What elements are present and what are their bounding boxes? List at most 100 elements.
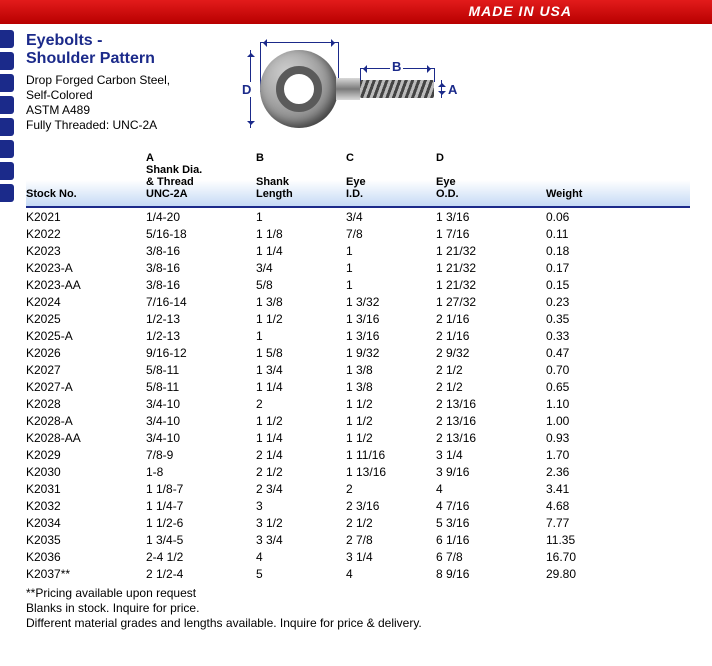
cell-b: 1 xyxy=(256,210,346,224)
cell-b: 5 xyxy=(256,567,346,581)
cell-w: 0.18 xyxy=(546,244,636,258)
th-C: C Eye I.D. xyxy=(346,152,436,200)
table-row: K2027-A5/8-111 1/41 3/82 1/20.65 xyxy=(26,378,690,395)
cell-stock: K2022 xyxy=(26,227,146,241)
table-row: K20297/8-92 1/41 11/163 1/41.70 xyxy=(26,446,690,463)
spec-l2: Self-Colored xyxy=(26,88,226,103)
cell-c: 1 xyxy=(346,261,436,275)
cell-a: 1 1/4-7 xyxy=(146,499,256,513)
cell-c: 1 3/32 xyxy=(346,295,436,309)
cell-c: 7/8 xyxy=(346,227,436,241)
cell-d: 2 1/2 xyxy=(436,380,546,394)
cell-a: 3/8-16 xyxy=(146,278,256,292)
footnote-2: Blanks in stock. Inquire for price. xyxy=(26,601,690,616)
cell-stock: K2031 xyxy=(26,482,146,496)
top-banner: MADE IN USA xyxy=(0,0,712,24)
cell-b: 1 1/4 xyxy=(256,244,346,258)
spec-l4: Fully Threaded: UNC-2A xyxy=(26,118,226,133)
table-header: Stock No. A Shank Dia. & Thread UNC-2A B… xyxy=(26,148,690,208)
cell-stock: K2026 xyxy=(26,346,146,360)
cell-a: 5/8-11 xyxy=(146,380,256,394)
cell-a: 7/8-9 xyxy=(146,448,256,462)
cell-w: 2.36 xyxy=(546,465,636,479)
table-row: K20211/4-2013/41 3/160.06 xyxy=(26,208,690,225)
cell-a: 3/8-16 xyxy=(146,261,256,275)
spec-l1: Drop Forged Carbon Steel, xyxy=(26,73,226,88)
cell-c: 1 xyxy=(346,244,436,258)
cell-a: 5/16-18 xyxy=(146,227,256,241)
cell-a: 1 1/2-6 xyxy=(146,516,256,530)
eye-inner-icon xyxy=(276,66,322,112)
dim-A: A xyxy=(446,82,459,97)
cell-c: 1 3/16 xyxy=(346,312,436,326)
cell-c: 1 xyxy=(346,278,436,292)
cell-d: 8 9/16 xyxy=(436,567,546,581)
cell-a: 3/4-10 xyxy=(146,414,256,428)
table-row: K2023-AA3/8-165/811 21/320.15 xyxy=(26,276,690,293)
table-body: K20211/4-2013/41 3/160.06K20225/16-181 1… xyxy=(26,208,690,582)
footnotes: **Pricing available upon request Blanks … xyxy=(26,586,690,631)
cell-a: 1-8 xyxy=(146,465,256,479)
cell-b: 1 3/4 xyxy=(256,363,346,377)
cell-b: 2 3/4 xyxy=(256,482,346,496)
cell-a: 1/2-13 xyxy=(146,312,256,326)
cell-d: 3 9/16 xyxy=(436,465,546,479)
cell-w: 11.35 xyxy=(546,533,636,547)
cell-stock: K2028 xyxy=(26,397,146,411)
table-row: K20233/8-161 1/411 21/320.18 xyxy=(26,242,690,259)
cell-c: 3/4 xyxy=(346,210,436,224)
cell-stock: K2037** xyxy=(26,567,146,581)
cell-b: 1 xyxy=(256,329,346,343)
cell-w: 0.65 xyxy=(546,380,636,394)
cell-d: 4 xyxy=(436,482,546,496)
spec-lines: Drop Forged Carbon Steel, Self-Colored A… xyxy=(26,73,226,133)
table-row: K2025-A1/2-1311 3/162 1/160.33 xyxy=(26,327,690,344)
cell-d: 2 9/32 xyxy=(436,346,546,360)
cell-d: 2 13/16 xyxy=(436,414,546,428)
th-stock: Stock No. xyxy=(26,152,146,200)
table-row: K20283/4-1021 1/22 13/161.10 xyxy=(26,395,690,412)
cell-c: 2 1/2 xyxy=(346,516,436,530)
cell-a: 2-4 1/2 xyxy=(146,550,256,564)
cell-c: 1 3/8 xyxy=(346,363,436,377)
cell-c: 1 11/16 xyxy=(346,448,436,462)
cell-c: 3 1/4 xyxy=(346,550,436,564)
cell-w: 0.93 xyxy=(546,431,636,445)
cell-c: 4 xyxy=(346,567,436,581)
cell-w: 4.68 xyxy=(546,499,636,513)
cell-d: 3 1/4 xyxy=(436,448,546,462)
cell-b: 2 1/2 xyxy=(256,465,346,479)
cell-w: 1.00 xyxy=(546,414,636,428)
cell-a: 1/4-20 xyxy=(146,210,256,224)
dim-D: D xyxy=(240,82,253,97)
cell-w: 16.70 xyxy=(546,550,636,564)
title-block: Eyebolts - Shoulder Pattern Drop Forged … xyxy=(26,32,226,133)
cell-a: 5/8-11 xyxy=(146,363,256,377)
thread-icon xyxy=(360,80,434,98)
cell-a: 7/16-14 xyxy=(146,295,256,309)
cell-w: 7.77 xyxy=(546,516,636,530)
th-B: B Shank Length xyxy=(256,152,346,200)
cell-stock: K2034 xyxy=(26,516,146,530)
cell-b: 1 1/2 xyxy=(256,312,346,326)
cell-w: 0.33 xyxy=(546,329,636,343)
eyebolt-diagram: D C B A xyxy=(236,32,466,142)
table-row: K20321 1/4-732 3/164 7/164.68 xyxy=(26,497,690,514)
spec-table: Stock No. A Shank Dia. & Thread UNC-2A B… xyxy=(26,148,690,582)
cell-w: 0.06 xyxy=(546,210,636,224)
th-D: D Eye O.D. xyxy=(436,152,546,200)
cell-d: 1 21/32 xyxy=(436,278,546,292)
header-row: Eyebolts - Shoulder Pattern Drop Forged … xyxy=(26,32,690,142)
cell-a: 3/8-16 xyxy=(146,244,256,258)
cell-d: 1 21/32 xyxy=(436,261,546,275)
cell-b: 3 1/2 xyxy=(256,516,346,530)
cell-d: 2 1/16 xyxy=(436,312,546,326)
cell-w: 3.41 xyxy=(546,482,636,496)
cell-a: 1 3/4-5 xyxy=(146,533,256,547)
cell-c: 1 9/32 xyxy=(346,346,436,360)
cell-w: 0.35 xyxy=(546,312,636,326)
title-line2: Shoulder Pattern xyxy=(26,50,155,67)
cell-c: 1 3/8 xyxy=(346,380,436,394)
cell-stock: K2025-A xyxy=(26,329,146,343)
cell-b: 1 1/4 xyxy=(256,431,346,445)
